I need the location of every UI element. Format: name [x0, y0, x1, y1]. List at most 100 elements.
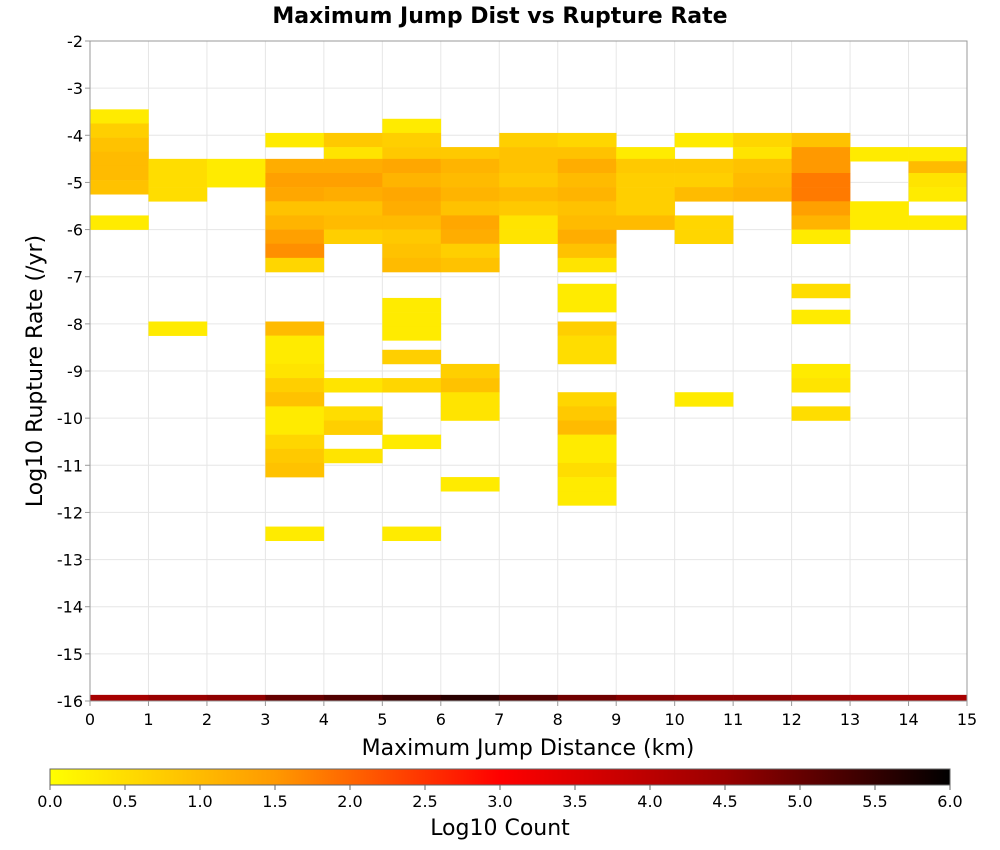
heatmap-cell: [323, 215, 383, 230]
heatmap-cell: [557, 132, 617, 148]
colorbar-tick-label: 6.0: [937, 792, 962, 811]
heatmap-cell: [382, 434, 442, 450]
heatmap-cell: [908, 147, 968, 162]
heatmap-cell: [557, 243, 617, 259]
heatmap-cell: [499, 132, 559, 148]
y-tick-label: -12: [57, 503, 83, 522]
x-tick-label: 0: [85, 710, 95, 729]
heatmap-cell: [616, 173, 675, 188]
x-tick-label: 1: [143, 710, 153, 729]
heatmap-cell: [323, 173, 383, 188]
heatmap-cell: [265, 406, 325, 421]
heatmap-cell: [440, 392, 500, 407]
heatmap-cell: [382, 349, 442, 365]
x-tick-label: 9: [611, 710, 621, 729]
heatmap-cell: [557, 173, 617, 188]
heatmap-cell: [440, 201, 500, 216]
y-axis-title: Log10 Rupture Rate (/yr): [23, 235, 48, 507]
y-tick-label: -13: [57, 551, 83, 570]
heatmap-cell: [499, 201, 559, 216]
colorbar-tick-label: 5.0: [787, 792, 812, 811]
heatmap-cell: [265, 434, 325, 450]
heatmap-cell: [791, 173, 851, 188]
heatmap-cell: [557, 283, 617, 299]
heatmap-cell: [674, 187, 734, 202]
heatmap-cell: [557, 349, 617, 365]
heatmap-cell: [557, 420, 617, 435]
heatmap-cell: [323, 229, 383, 245]
heatmap-cell: [791, 229, 851, 245]
heatmap-cell: [148, 173, 208, 188]
heatmap-cell: [382, 229, 442, 245]
heatmap-cell: [323, 132, 383, 148]
y-tick-label: -9: [67, 362, 83, 381]
y-tick-label: -2: [67, 32, 83, 51]
heatmap-cell: [791, 132, 851, 148]
colorbar-tick-label: 2.0: [337, 792, 362, 811]
heatmap-base-cell: [440, 694, 500, 701]
x-tick-label: 4: [319, 710, 329, 729]
heatmap-cell: [265, 448, 325, 464]
heatmap-cell: [557, 257, 617, 273]
heatmap-cell: [440, 257, 500, 273]
heatmap-cell: [850, 201, 909, 216]
heatmap-base-cell: [674, 694, 734, 701]
heatmap-cells: [90, 109, 968, 542]
heatmap-cell: [206, 173, 266, 188]
heatmap-base-cell: [206, 694, 266, 701]
heatmap-cell: [791, 187, 851, 202]
plot-area: [89, 40, 968, 702]
heatmap-cell: [265, 215, 325, 230]
heatmap-cell: [674, 173, 734, 188]
y-tick-label: -11: [57, 456, 83, 475]
x-tick-label: 13: [840, 710, 860, 729]
heatmap-cell: [382, 243, 442, 259]
y-tick-label: -6: [67, 221, 83, 240]
heatmap-cell: [148, 321, 208, 336]
heatmap-cell: [382, 201, 442, 216]
x-axis-title: Maximum Jump Distance (km): [362, 736, 695, 761]
heatmap-cell: [499, 173, 559, 188]
heatmap-base-cell: [323, 694, 383, 701]
heatmap-base-cell: [616, 694, 675, 701]
heatmap-cell: [323, 147, 383, 162]
heatmap-cell: [557, 462, 617, 478]
heatmap-cell: [557, 187, 617, 202]
heatmap-cell: [90, 137, 149, 153]
y-axis-ticks: -2 -3 -4 -5 -6 -7 -8 -9 -10 -11 -12 -13 -14 -15 -16: [57, 32, 90, 711]
heatmap-cell: [440, 187, 500, 202]
heatmap-cell: [382, 312, 442, 327]
heatmap-cell: [382, 187, 442, 202]
colorbar-tick-label: 3.0: [487, 792, 512, 811]
heatmap-cell: [323, 420, 383, 435]
heatmap-cell: [674, 392, 734, 407]
heatmap-cell: [733, 158, 792, 174]
heatmap-cell: [265, 173, 325, 188]
y-tick-label: -15: [57, 645, 83, 664]
colorbar-tick-label: 4.0: [637, 792, 662, 811]
heatmap-cell: [440, 158, 500, 174]
x-tick-label: 12: [781, 710, 801, 729]
x-tick-label: 10: [664, 710, 684, 729]
heatmap-cell: [616, 201, 675, 216]
y-tick-label: -10: [57, 409, 83, 428]
heatmap-cell: [382, 297, 442, 313]
heatmap-cell: [148, 158, 208, 174]
heatmap-cell: [440, 477, 500, 492]
heatmap-cell: [557, 201, 617, 216]
heatmap-cell: [791, 309, 851, 325]
x-tick-label: 14: [898, 710, 918, 729]
heatmap-cell: [616, 215, 675, 230]
heatmap-cell: [265, 363, 325, 379]
heatmap-cell: [557, 147, 617, 162]
heatmap-cell: [265, 132, 325, 148]
heatmap-base-cell: [265, 694, 325, 701]
heatmap-cell: [265, 526, 325, 542]
x-tick-label: 15: [957, 710, 977, 729]
heatmap-cell: [265, 243, 325, 259]
heatmap-cell: [791, 406, 851, 421]
y-tick-label: -4: [67, 126, 83, 145]
colorbar-title: Log10 Count: [430, 816, 570, 841]
heatmap-base-cell: [148, 694, 208, 701]
